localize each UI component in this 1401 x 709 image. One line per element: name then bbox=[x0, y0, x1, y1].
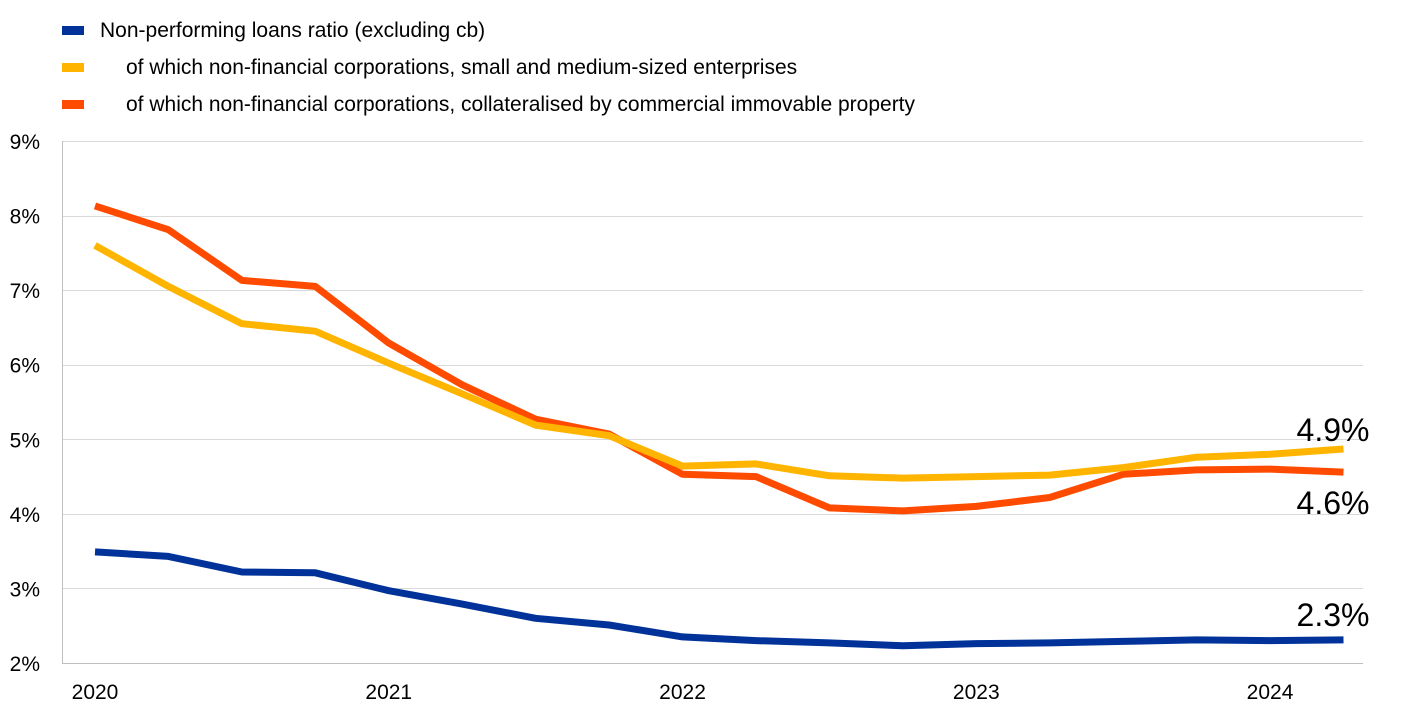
y-tick-label: 8% bbox=[10, 206, 40, 229]
x-tick-label: 2020 bbox=[72, 681, 119, 704]
y-tick-label: 5% bbox=[10, 429, 40, 452]
end-label-2: 4.6% bbox=[1297, 485, 1370, 521]
y-tick-label: 3% bbox=[10, 578, 40, 601]
end-label-0: 2.3% bbox=[1297, 597, 1370, 633]
legend-swatch-npl-ratio bbox=[62, 26, 84, 35]
series-line-0 bbox=[94, 548, 1344, 650]
y-tick-label: 7% bbox=[10, 280, 40, 303]
x-tick-label: 2021 bbox=[365, 681, 412, 704]
y-tick-label: 2% bbox=[10, 653, 40, 676]
y-tick-label: 4% bbox=[10, 504, 40, 527]
x-tick-label: 2022 bbox=[659, 681, 706, 704]
x-tick-label: 2024 bbox=[1247, 681, 1294, 704]
legend-label-cre: of which non-financial corporations, col… bbox=[126, 93, 916, 116]
x-tick-label: 2023 bbox=[953, 681, 1000, 704]
legend-label-sme: of which non-financial corporations, sma… bbox=[126, 56, 798, 79]
y-tick-label: 9% bbox=[10, 131, 40, 154]
series-line-1 bbox=[93, 242, 1344, 482]
series-line-2 bbox=[93, 202, 1344, 515]
legend-label-npl-ratio: Non-performing loans ratio (excluding cb… bbox=[100, 19, 486, 42]
y-tick-label: 6% bbox=[10, 355, 40, 378]
legend-swatch-cre bbox=[62, 100, 84, 109]
end-label-1: 4.9% bbox=[1297, 412, 1370, 448]
legend-swatch-sme bbox=[62, 63, 84, 72]
